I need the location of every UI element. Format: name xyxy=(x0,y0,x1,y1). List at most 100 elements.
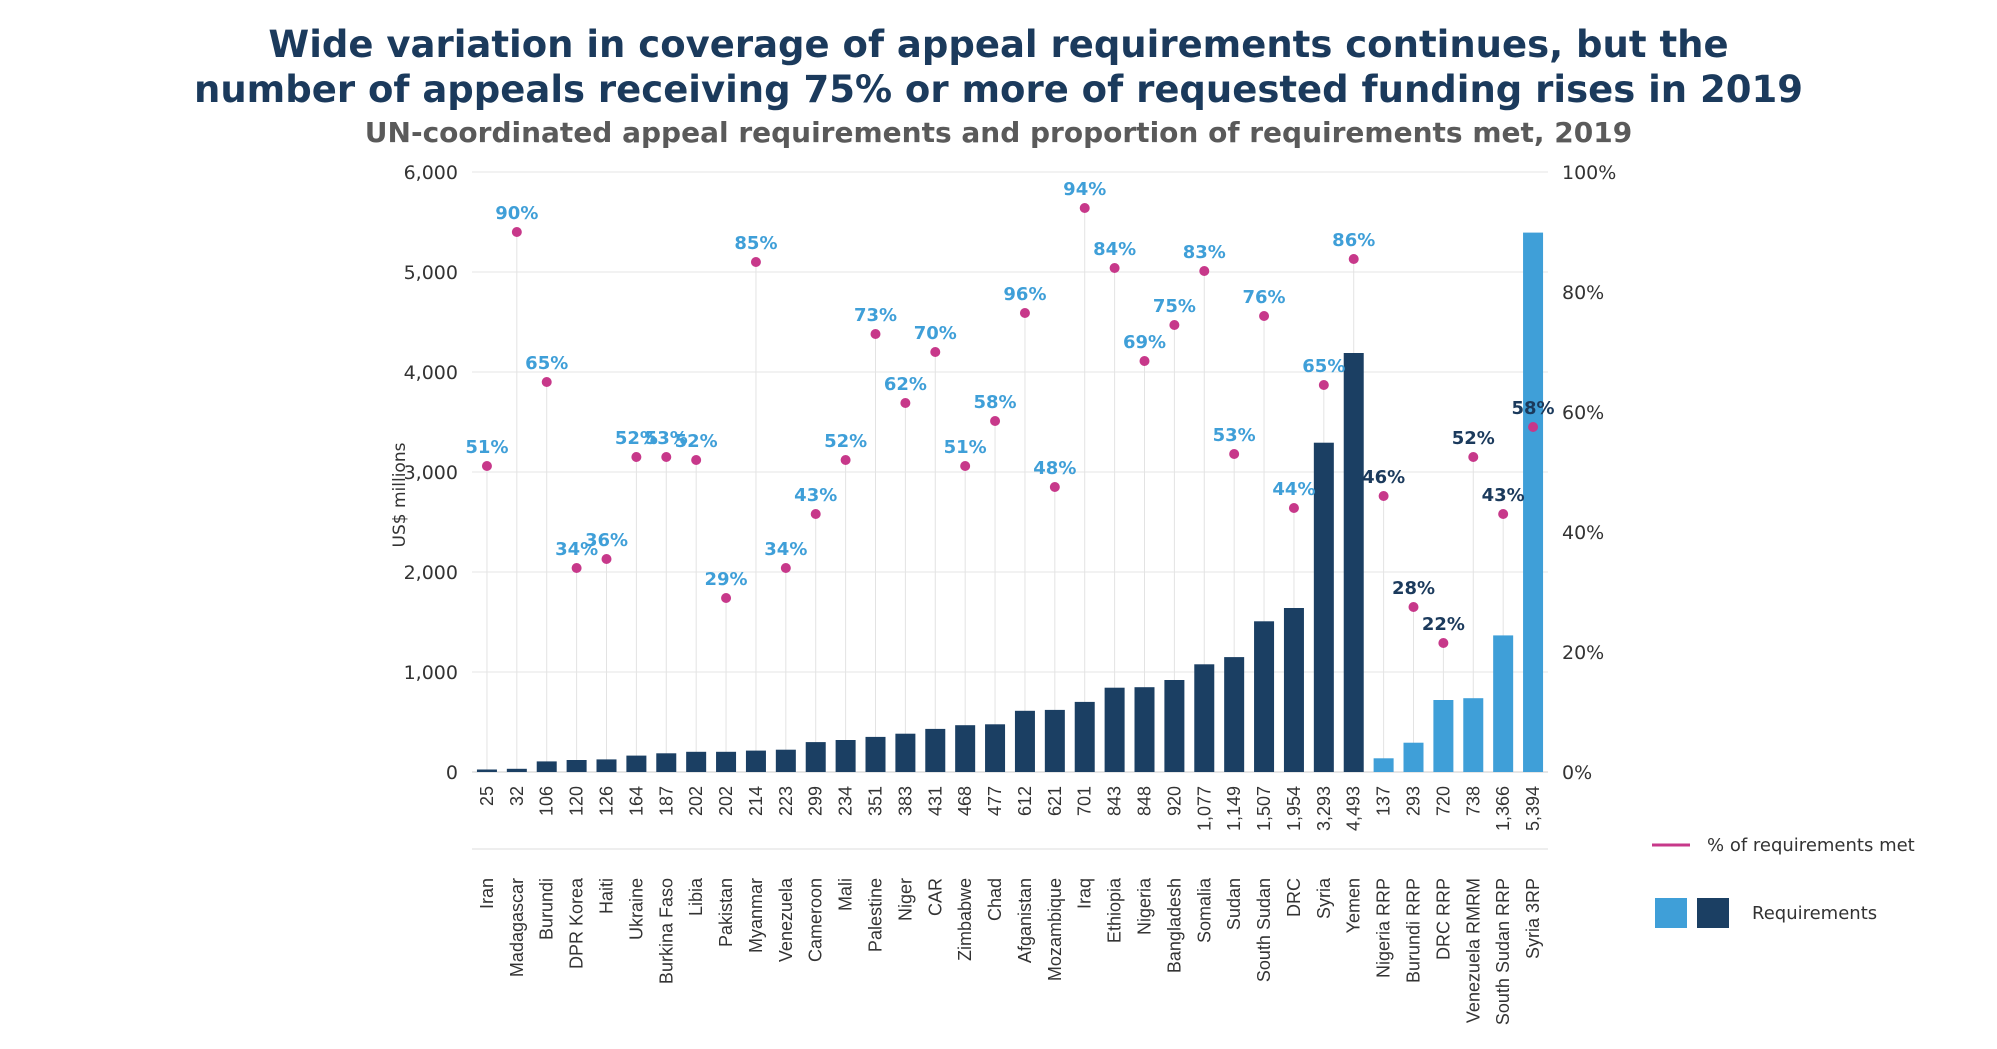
pct-label: 36% xyxy=(585,530,628,551)
category-label: DRC RRP xyxy=(1433,878,1453,960)
pct-dot xyxy=(1109,263,1120,273)
bar xyxy=(536,761,557,772)
bar xyxy=(476,769,497,772)
bar xyxy=(805,742,826,772)
value-label: 106 xyxy=(537,786,557,816)
bar xyxy=(1164,680,1185,772)
bar xyxy=(745,750,766,772)
pct-dot xyxy=(1288,503,1299,513)
bars xyxy=(476,232,1544,773)
category-label: Ethiopia xyxy=(1105,877,1125,943)
y-tick-label: 3,000 xyxy=(404,462,458,484)
pct-label: 28% xyxy=(1392,578,1435,599)
category-label: Palestine xyxy=(866,878,886,952)
bar xyxy=(1254,621,1275,772)
chart-title: Wide variation in coverage of appeal req… xyxy=(0,22,1997,112)
value-label: 1,149 xyxy=(1224,786,1244,831)
pct-label: 65% xyxy=(1302,356,1345,377)
category-label: Syria 3RP xyxy=(1523,878,1543,959)
pct-label: 46% xyxy=(1362,467,1405,488)
bar xyxy=(1313,442,1334,772)
y-tick-label: 0 xyxy=(446,762,458,784)
pct-label: 94% xyxy=(1063,179,1106,200)
value-label: 5,394 xyxy=(1523,786,1543,831)
value-label: 351 xyxy=(866,786,886,816)
value-label: 214 xyxy=(746,786,766,816)
gridlines xyxy=(472,171,1548,773)
value-label: 1,507 xyxy=(1254,786,1274,831)
pct-label: 65% xyxy=(525,353,568,374)
pct-dot xyxy=(691,455,702,465)
value-label: 223 xyxy=(776,786,796,816)
bar xyxy=(1493,635,1514,772)
value-label: 137 xyxy=(1374,786,1394,816)
legend-hrp-swatch xyxy=(1697,898,1729,928)
value-label: 720 xyxy=(1433,786,1453,816)
pct-label: 58% xyxy=(974,392,1017,413)
y2-tick-label: 0% xyxy=(1562,762,1592,784)
y2-tick-label: 40% xyxy=(1562,522,1604,544)
pct-label: 90% xyxy=(495,203,538,224)
pct-label: 75% xyxy=(1153,296,1196,317)
bar xyxy=(775,749,796,772)
category-label: Niger xyxy=(895,878,915,921)
pct-dot xyxy=(990,416,1001,426)
value-label: 293 xyxy=(1404,786,1424,816)
value-label: 234 xyxy=(836,786,856,816)
bar xyxy=(1463,698,1484,772)
pct-dot xyxy=(1498,509,1509,519)
bar xyxy=(1523,232,1544,773)
bar xyxy=(835,740,856,772)
pct-dot xyxy=(780,563,791,573)
pct-label: 73% xyxy=(854,305,897,326)
value-label: 920 xyxy=(1164,786,1184,816)
y-axis-label: US$ millions xyxy=(390,442,410,547)
pct-dot xyxy=(1348,254,1359,264)
pct-label: 83% xyxy=(1183,242,1226,263)
pct-label: 96% xyxy=(1003,284,1046,305)
category-label: Iraq xyxy=(1075,878,1095,909)
pct-label: 53% xyxy=(645,428,688,449)
pct-label: 52% xyxy=(824,431,867,452)
legend: % of requirements met Requirements xyxy=(1652,835,1915,928)
pct-dot xyxy=(661,452,672,462)
pct-label: 29% xyxy=(705,569,748,590)
pct-dot xyxy=(1378,491,1389,501)
bar xyxy=(1403,742,1424,772)
value-label: 621 xyxy=(1045,786,1065,816)
value-label: 120 xyxy=(567,786,587,816)
pct-dot xyxy=(960,461,971,471)
category-label: DPR Korea xyxy=(567,877,587,969)
pct-label: 62% xyxy=(884,374,927,395)
pct-label: 85% xyxy=(734,233,777,254)
pct-dot xyxy=(750,257,761,267)
pct-dot xyxy=(1528,422,1539,432)
pct-dot xyxy=(1468,452,1479,462)
pct-label: 44% xyxy=(1272,479,1315,500)
category-label: Burundi xyxy=(537,878,557,940)
percentage-labels: 51%90%65%34%36%52%53%52%29%85%34%43%52%7… xyxy=(465,179,1554,635)
pct-label: 52% xyxy=(675,431,718,452)
pct-dot xyxy=(631,452,642,462)
pct-dot xyxy=(1318,380,1329,390)
pct-dot xyxy=(1259,311,1270,321)
value-label: 848 xyxy=(1135,786,1155,816)
value-label: 1,954 xyxy=(1284,786,1304,831)
category-label: Ukraine xyxy=(626,878,646,940)
value-label: 468 xyxy=(955,786,975,816)
bar xyxy=(1283,608,1304,772)
category-label: South Sudan RRP xyxy=(1493,878,1513,1025)
percentage-dots xyxy=(481,203,1539,648)
value-label: 1,077 xyxy=(1194,786,1214,831)
value-label: 25 xyxy=(477,786,497,806)
bar xyxy=(686,751,707,772)
category-label: Burkina Faso xyxy=(656,878,676,984)
bar xyxy=(895,733,916,772)
category-label: CAR xyxy=(925,878,945,916)
value-label: 299 xyxy=(806,786,826,816)
pct-label: 48% xyxy=(1033,458,1076,479)
y2-tick-label: 80% xyxy=(1562,282,1604,304)
category-label: South Sudan xyxy=(1254,878,1274,982)
pct-dot xyxy=(930,347,941,357)
y-tick-label: 1,000 xyxy=(404,662,458,684)
